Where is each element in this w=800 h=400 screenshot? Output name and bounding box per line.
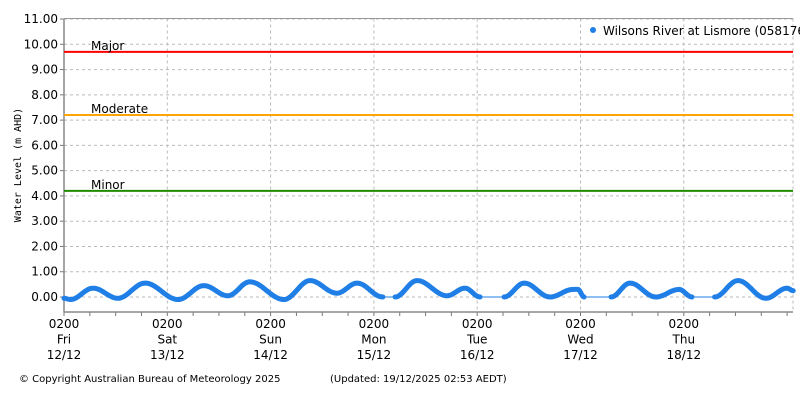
y-tick-label: 9.00 xyxy=(31,63,58,77)
x-tick-label-day: Wed xyxy=(567,333,593,347)
y-tick-label: 10.00 xyxy=(24,37,58,51)
legend-marker xyxy=(590,27,596,33)
x-tick-label-time: 0200 xyxy=(49,317,80,331)
x-tick-label-time: 0200 xyxy=(669,317,700,331)
x-tick-label-date: 16/12 xyxy=(460,348,495,362)
x-tick-label-date: 13/12 xyxy=(150,348,185,362)
x-tick-label-date: 14/12 xyxy=(253,348,288,362)
threshold-label-moderate: Moderate xyxy=(91,102,148,116)
x-tick-label-time: 0200 xyxy=(462,317,493,331)
series-segment xyxy=(608,280,695,300)
x-tick-label-date: 17/12 xyxy=(563,348,598,362)
series-segment xyxy=(61,278,386,302)
series-segment xyxy=(392,278,483,300)
y-tick-label: 0.00 xyxy=(31,290,58,304)
copyright-text: © Copyright Australian Bureau of Meteoro… xyxy=(19,374,281,385)
y-tick-label: 7.00 xyxy=(31,113,58,127)
water-level-chart: 0.00 1.00 2.00 3.00 4.00 5.00 6.00 7.00 8.00 9.00… xyxy=(13,12,800,362)
threshold-label-major: Major xyxy=(91,39,124,53)
x-tick-label-date: 12/12 xyxy=(47,348,82,362)
x-tick-label-date: 18/12 xyxy=(667,348,702,362)
x-tick-label-day: Fri xyxy=(57,333,71,347)
y-tick-label: 11.00 xyxy=(24,12,58,26)
y-tick-label: 1.00 xyxy=(31,265,58,279)
x-tick-label-day: Tue xyxy=(466,333,488,347)
y-tick-label: 3.00 xyxy=(31,214,58,228)
x-tick-label-date: 15/12 xyxy=(357,348,392,362)
y-tick-label: 6.00 xyxy=(31,138,58,152)
x-tick-label-day: Sat xyxy=(157,333,177,347)
y-tick-label: 8.00 xyxy=(31,88,58,102)
y-tick-label: 5.00 xyxy=(31,164,58,178)
updated-text: (Updated: 19/12/2025 02:53 AEDT) xyxy=(330,374,507,385)
x-tick-label-time: 0200 xyxy=(565,317,596,331)
x-tick-label-time: 0200 xyxy=(255,317,286,331)
y-axis-label: Water Level (m AHD) xyxy=(13,108,24,222)
y-tick-label: 4.00 xyxy=(31,189,58,203)
threshold-label-minor: Minor xyxy=(91,178,125,192)
y-tick-label: 2.00 xyxy=(31,239,58,253)
x-tick-label-time: 0200 xyxy=(152,317,183,331)
x-tick-label-day: Sun xyxy=(259,333,282,347)
x-tick-label-time: 0200 xyxy=(359,317,390,331)
series-segment xyxy=(501,280,587,300)
legend-label: Wilsons River at Lismore (058176) xyxy=(603,24,800,38)
x-tick-label-day: Mon xyxy=(361,333,386,347)
x-tick-label-day: Thu xyxy=(672,333,696,347)
series-segment xyxy=(712,278,796,301)
